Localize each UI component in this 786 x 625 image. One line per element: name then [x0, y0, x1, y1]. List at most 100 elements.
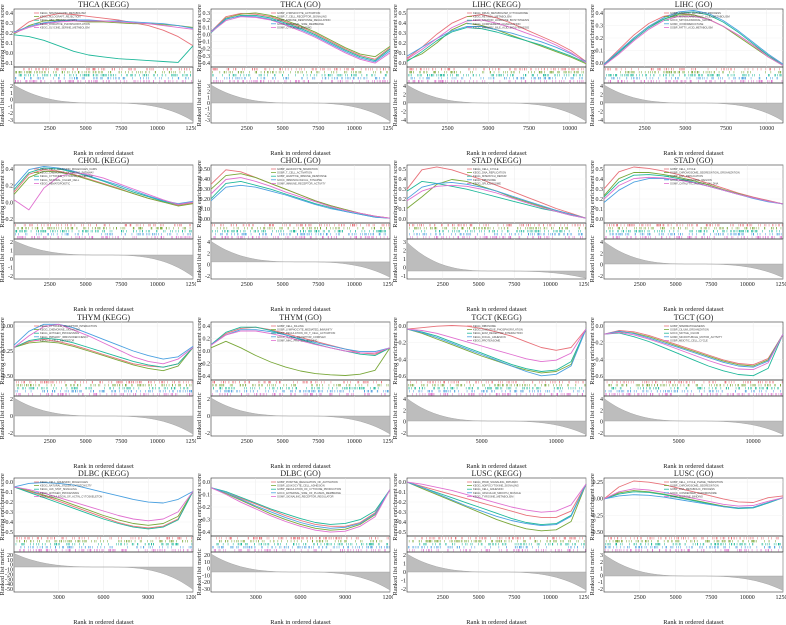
gene-hit-mark	[289, 389, 291, 392]
gene-hit-mark	[749, 224, 750, 227]
gene-hit-mark	[509, 80, 511, 83]
gene-hit-mark	[429, 392, 430, 395]
y-axis-label-enrichment: Running enrichment score	[393, 317, 399, 385]
gene-hit-mark	[118, 77, 120, 80]
gene-hit-mark	[573, 71, 575, 74]
gene-hit-mark	[761, 80, 763, 83]
gene-hit-mark	[506, 383, 508, 386]
gene-hit-mark	[336, 71, 337, 74]
gene-hit-mark	[553, 71, 554, 74]
gene-hit-mark	[470, 230, 471, 233]
gene-hit-mark	[570, 386, 572, 389]
gene-hit-mark	[174, 386, 176, 389]
gene-hit-mark	[510, 68, 511, 71]
gene-hit-mark	[303, 380, 305, 383]
y-tick-label: 0.0	[399, 217, 407, 223]
gene-hit-mark	[608, 224, 610, 227]
gene-hit-mark	[248, 224, 250, 227]
gene-hit-mark	[510, 74, 511, 77]
gene-hit-mark	[560, 386, 561, 389]
gene-hit-mark	[555, 80, 557, 83]
gene-hit-mark	[104, 224, 106, 227]
gene-hit-mark	[24, 77, 25, 80]
gene-hit-mark	[40, 71, 42, 74]
gene-hit-mark	[25, 233, 26, 236]
gene-hit-mark	[670, 227, 671, 230]
gene-hit-mark	[272, 236, 273, 239]
gene-hit-mark	[289, 392, 291, 395]
gene-hit-mark	[109, 230, 111, 233]
gene-hit-mark	[246, 227, 247, 230]
enrichment-curve	[210, 15, 390, 63]
gene-hit-mark	[36, 77, 38, 80]
gene-hit-mark	[509, 389, 511, 392]
gene-hit-mark	[251, 68, 253, 71]
x-tick-label: 5000	[80, 126, 92, 132]
gene-hit-mark	[92, 236, 94, 239]
gene-hit-mark	[337, 230, 339, 233]
gene-hit-mark	[579, 80, 581, 83]
gene-hit-mark	[30, 386, 31, 389]
gene-hit-mark	[679, 224, 680, 227]
gene-hit-mark	[86, 380, 87, 383]
gene-hit-mark	[663, 224, 664, 227]
gene-hit-mark	[237, 227, 239, 230]
gene-hit-mark	[578, 230, 579, 233]
gene-hit-mark	[429, 77, 430, 80]
gene-hit-mark	[473, 392, 475, 395]
gene-hit-mark	[771, 227, 772, 230]
gene-hit-mark	[67, 233, 68, 236]
gene-hit-mark	[277, 236, 279, 239]
gene-hit-mark	[236, 230, 238, 233]
gene-hit-mark	[751, 230, 752, 233]
gene-hit-mark	[329, 389, 330, 392]
gene-hit-mark	[368, 236, 369, 239]
gene-hit-mark	[703, 227, 704, 230]
gene-hit-mark	[236, 233, 238, 236]
gene-hit-mark	[331, 80, 332, 83]
gene-hit-mark	[458, 380, 459, 383]
gene-hit-mark	[251, 80, 252, 83]
gene-hit-mark	[225, 389, 226, 392]
gene-hit-mark	[487, 386, 488, 389]
gene-hit-mark	[671, 74, 672, 77]
gene-hit-mark	[777, 71, 779, 74]
gene-hit-mark	[757, 380, 759, 383]
gene-hit-mark	[282, 230, 284, 233]
y-tick-label: 0.4	[399, 21, 407, 27]
gene-hit-mark	[730, 380, 731, 383]
gene-hit-mark	[482, 71, 483, 74]
gene-hit-mark	[665, 77, 666, 80]
gene-hit-mark	[294, 392, 295, 395]
y-axis-label-metric: Ranked list metric	[393, 236, 399, 283]
gene-hit-mark	[692, 71, 693, 74]
gene-hit-mark	[507, 392, 508, 395]
gene-hit-mark	[616, 68, 617, 71]
gene-hit-mark	[665, 80, 667, 83]
legend-label: GOBP_FATTY_ACID_METABOLISM	[670, 25, 713, 29]
gene-hit-mark	[490, 386, 492, 389]
gene-hit-mark	[159, 386, 160, 389]
gene-hit-mark	[149, 68, 150, 71]
gene-hit-mark	[547, 68, 548, 71]
gene-hit-mark	[124, 389, 125, 392]
gene-hit-mark	[60, 389, 61, 392]
gene-hit-mark	[172, 230, 173, 233]
gene-hit-mark	[420, 74, 421, 77]
y-axis-label-metric: Ranked list metric	[0, 236, 6, 283]
gene-hit-mark	[273, 74, 275, 77]
gene-hit-mark	[457, 80, 459, 83]
gene-hit-mark	[383, 224, 384, 227]
gene-hit-mark	[17, 236, 19, 239]
gene-hit-mark	[645, 380, 646, 383]
gene-hit-mark	[726, 230, 727, 233]
gene-hit-mark	[485, 392, 486, 395]
gene-hit-mark	[743, 74, 745, 77]
gene-hit-mark	[354, 230, 356, 233]
gene-hit-mark	[28, 383, 29, 386]
gene-hit-mark	[500, 380, 501, 383]
gene-hit-mark	[230, 236, 232, 239]
gene-hit-mark	[347, 80, 348, 83]
gene-hit-mark	[473, 392, 474, 395]
x-tick-label: 2500	[240, 282, 252, 288]
